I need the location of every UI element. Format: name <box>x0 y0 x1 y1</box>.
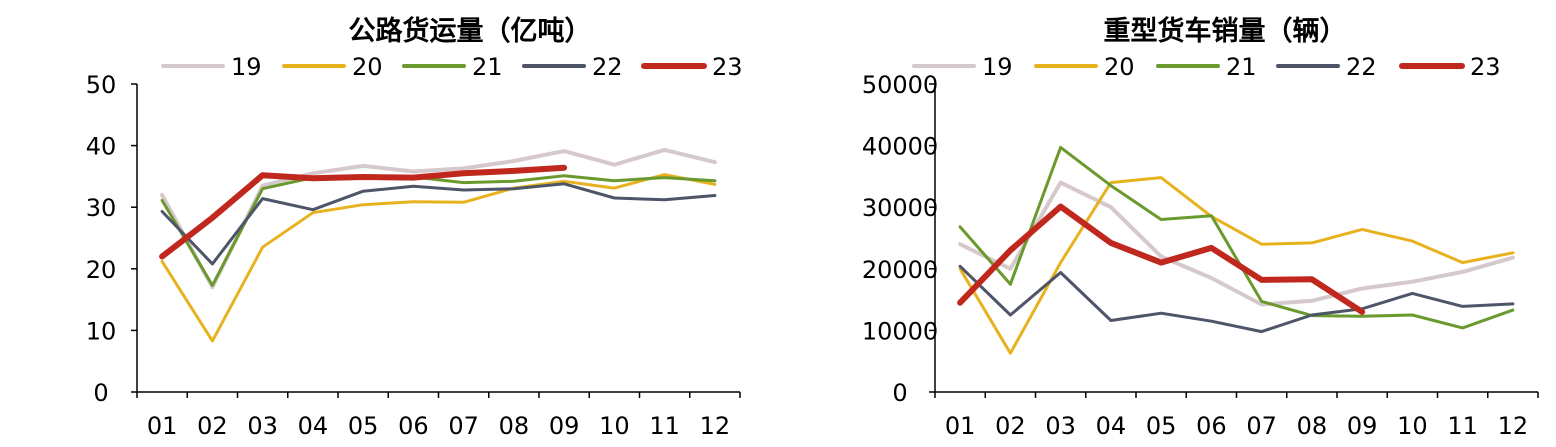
y-tick-label: 30 <box>86 194 117 222</box>
x-tick-label: 05 <box>348 412 379 440</box>
x-tick-label: 07 <box>448 412 479 440</box>
legend-label-23: 23 <box>1470 53 1501 81</box>
x-tick-label: 01 <box>147 412 178 440</box>
y-tick-label: 0 <box>892 379 907 407</box>
y-tick-label: 20000 <box>862 256 938 284</box>
series-line-20 <box>160 173 717 343</box>
legend-label-21: 21 <box>1226 53 1257 81</box>
x-tick-label: 11 <box>649 412 680 440</box>
legend-label-22: 22 <box>1346 53 1377 81</box>
series-line-19 <box>160 147 717 290</box>
series-line-21 <box>958 145 1515 330</box>
x-tick-label: 09 <box>549 412 580 440</box>
x-tick-label: 04 <box>1096 412 1127 440</box>
series-line-23 <box>159 164 568 260</box>
x-tick-label: 10 <box>599 412 630 440</box>
x-tick-label: 05 <box>1146 412 1177 440</box>
series-line-22 <box>958 264 1515 334</box>
y-tick-label: 30000 <box>862 194 938 222</box>
legend-label-21: 21 <box>472 53 503 81</box>
y-tick-label: 50000 <box>862 71 938 99</box>
y-tick-label: 0 <box>93 379 108 407</box>
x-tick-label: 09 <box>1347 412 1378 440</box>
chart-panel-heavy-truck-sales: 重型货车销量（辆） 0 10000 20000 30000 40000 50000 01 02… <box>778 0 1556 447</box>
chart-heavy-truck-sales: 重型货车销量（辆） 0 10000 20000 30000 40000 50000 01 02… <box>862 15 1539 440</box>
chart-title: 公路货运量（亿吨） <box>349 15 592 47</box>
x-tick-label: 03 <box>247 412 278 440</box>
legend-label-19: 19 <box>231 53 262 81</box>
y-tick-label: 50 <box>86 71 117 99</box>
x-tick-label: 02 <box>197 412 228 440</box>
legend-label-23: 23 <box>712 53 743 81</box>
chart-freight-volume: 公路货运量（亿吨） 0 10 20 30 40 50 01 02 03 04 05 06 07 08 09 1… <box>86 15 743 440</box>
y-tick-label: 40000 <box>862 133 938 161</box>
series-line-22 <box>160 182 717 266</box>
legend-label-22: 22 <box>592 53 623 81</box>
x-tick-label: 08 <box>499 412 530 440</box>
y-tick-label: 10000 <box>862 317 938 345</box>
y-tick-label: 40 <box>86 133 117 161</box>
chart-title: 重型货车销量（辆） <box>1104 15 1347 47</box>
x-tick-label: 06 <box>1196 412 1227 440</box>
x-tick-label: 12 <box>1498 412 1529 440</box>
x-tick-label: 06 <box>398 412 429 440</box>
series-line-23 <box>957 203 1366 315</box>
x-tick-label: 12 <box>700 412 731 440</box>
chart-panel-freight-volume: 公路货运量（亿吨） 0 10 20 30 40 50 01 02 03 04 05 06 07 08 09 1… <box>86 15 743 440</box>
y-tick-label: 10 <box>86 317 117 345</box>
x-tick-label: 11 <box>1447 412 1478 440</box>
legend-label-19: 19 <box>982 53 1013 81</box>
x-tick-label: 07 <box>1246 412 1277 440</box>
x-tick-label: 01 <box>945 412 976 440</box>
x-tick-label: 02 <box>995 412 1026 440</box>
series-line-21 <box>160 174 717 287</box>
x-tick-label: 03 <box>1045 412 1076 440</box>
y-tick-label: 20 <box>86 256 117 284</box>
series-line-19 <box>958 180 1515 307</box>
x-tick-label: 10 <box>1397 412 1428 440</box>
legend-label-20: 20 <box>1104 53 1135 81</box>
x-tick-label: 04 <box>298 412 329 440</box>
x-tick-label: 08 <box>1297 412 1328 440</box>
legend-label-20: 20 <box>352 53 383 81</box>
